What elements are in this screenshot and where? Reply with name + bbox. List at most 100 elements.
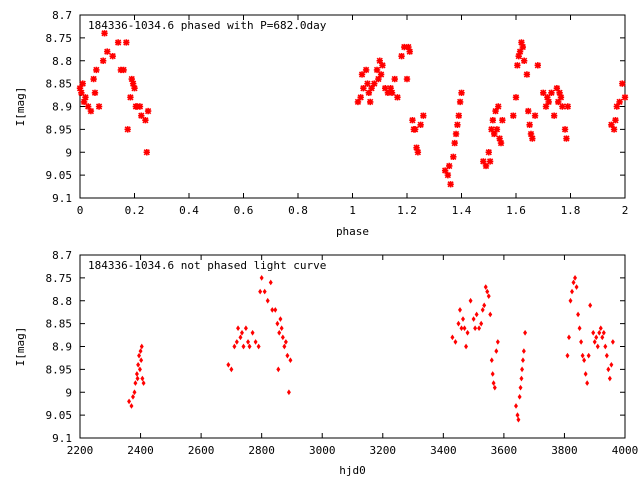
chart-0-x-tick-label: 0.2 [125, 204, 145, 217]
chart-0-data-point [516, 48, 524, 55]
chart-0-data-point [540, 89, 547, 96]
chart-1-data-point [464, 343, 469, 350]
chart-0-data-point [493, 126, 501, 133]
chart-1-data-point [256, 343, 261, 350]
chart-0-data-point [376, 57, 383, 64]
chart-0-data-point [403, 75, 411, 83]
chart-0-data-point [99, 57, 107, 64]
chart-0-y-tick-label: 9.1 [52, 192, 72, 205]
chart-0-y-tick-label: 8.75 [46, 32, 73, 45]
chart-1-data-point [127, 398, 132, 405]
chart-0-data-point [129, 80, 137, 87]
chart-0-x-axis-label: phase [336, 225, 369, 238]
chart-1-data-point [280, 334, 285, 341]
chart-1-data-point [492, 384, 497, 391]
chart-1-data-point [262, 288, 267, 295]
phased-light-curve-chart: 0 0.2 0.4 0.6 0.8 1 1.2 1.4 1.6 1.8 2 8.7 8.75 8.8 8.8… [14, 9, 628, 238]
chart-0-data-point [411, 126, 419, 133]
chart-1-data-point [285, 352, 290, 359]
chart-1-data-point [516, 416, 521, 423]
chart-1-data-point [565, 352, 570, 359]
chart-1-data-point [517, 394, 522, 400]
chart-1-data-point [485, 288, 490, 295]
chart-0-data-point [444, 171, 452, 179]
chart-1-data-point [240, 329, 244, 336]
chart-1-y-tick-label: 8.8 [52, 295, 72, 308]
chart-1-data-point [580, 352, 585, 359]
chart-1-data-point [278, 316, 283, 322]
chart-0-data-point [354, 98, 362, 106]
chart-0-data-point [534, 62, 541, 69]
chart-0-data-point [446, 162, 453, 170]
chart-0-data-point [450, 153, 457, 161]
chart-0-data-point [616, 98, 623, 106]
chart-1-data-point [585, 380, 590, 386]
chart-0-data-point [127, 94, 134, 101]
chart-1-data-point [234, 339, 239, 345]
chart-1-data-point [138, 348, 143, 354]
chart-1-data-point [479, 320, 484, 327]
unphased-light-curve-chart: 2200 2400 2600 2800 3000 3200 3400 3600 3800 4000… [14, 249, 638, 477]
chart-1-data-point [483, 284, 488, 290]
chart-1-data-point [520, 366, 525, 373]
chart-0-y-tick-label: 8.9 [52, 101, 72, 114]
chart-1-x-axis-label: hjd0 [339, 464, 366, 477]
chart-0-data-point [371, 80, 378, 87]
chart-0-data-point [499, 117, 506, 124]
chart-0-data-point [90, 75, 97, 83]
chart-1-data-point [131, 394, 135, 400]
chart-1-data-point [576, 311, 581, 318]
chart-1-data-point [604, 352, 609, 359]
chart-1-data-point [279, 325, 284, 332]
chart-1-data-point [610, 339, 615, 345]
chart-0-data-point [548, 89, 555, 96]
chart-0-data-point [358, 71, 366, 78]
chart-1-data-point [450, 334, 455, 341]
chart-0-y-tick-label: 9.05 [46, 169, 73, 182]
chart-0-data-point [514, 62, 521, 69]
chart-1-data-point [236, 325, 241, 332]
chart-0-x-tick-label: 1.4 [452, 204, 472, 217]
chart-0-data-point [384, 89, 392, 96]
chart-1-data-point [571, 279, 576, 286]
chart-0-data-point [368, 85, 375, 92]
chart-0-data-point [391, 75, 398, 83]
chart-0-data-point [82, 94, 89, 101]
chart-0-data-point [542, 103, 550, 110]
chart-0-x-tick-label: 0.8 [288, 204, 308, 217]
chart-0-data-point [497, 139, 505, 147]
chart-1-data-point [592, 339, 597, 345]
chart-1-data-point [273, 307, 278, 313]
chart-0-data-point [417, 121, 424, 128]
chart-1-data-point [471, 316, 476, 322]
chart-0-data-point [619, 80, 626, 87]
chart-1-data-point [270, 307, 275, 313]
chart-0-data-point [375, 75, 382, 83]
chart-1-data-point [603, 343, 608, 350]
chart-1-data-point [609, 361, 614, 368]
chart-0-y-axis-label: I[mag] [14, 87, 27, 127]
chart-1-plot-frame [79, 254, 626, 439]
chart-0-data-point [455, 112, 462, 119]
chart-1-data-point [277, 329, 282, 336]
chart-1-title: 184336-1034.6 not phased light curve [88, 259, 326, 272]
chart-0-data-point [456, 98, 464, 106]
chart-1-data-point [489, 357, 494, 364]
chart-0-data-point [138, 112, 145, 119]
chart-1-data-point [570, 288, 574, 295]
chart-0-data-point [564, 103, 571, 110]
chart-0-data-point [559, 103, 566, 110]
chart-1-data-point [519, 375, 524, 382]
chart-1-y-tick-label: 9 [65, 386, 72, 399]
chart-0-data-point [452, 130, 460, 138]
chart-0-data-point [388, 89, 396, 96]
chart-0-data-point [394, 94, 401, 101]
chart-0-data-point [485, 149, 492, 156]
chart-0-data-point [519, 43, 527, 51]
chart-1-y-tick-label: 8.9 [52, 341, 72, 354]
chart-1-y-tick-label: 8.7 [52, 249, 72, 262]
chart-1-data-point [465, 329, 470, 336]
chart-0-y-tick-label: 9 [65, 146, 72, 159]
chart-1-data-point [601, 329, 606, 336]
chart-1-data-point [288, 357, 293, 364]
